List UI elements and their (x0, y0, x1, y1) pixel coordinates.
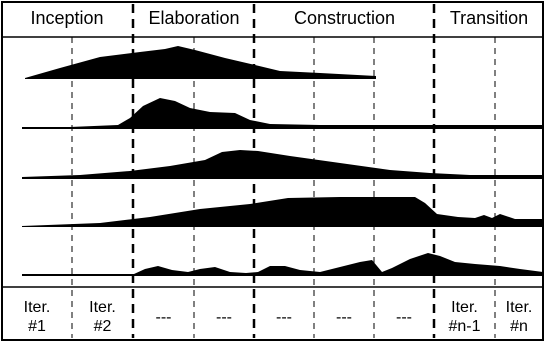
iteration-label-4: --- (194, 298, 254, 327)
iteration-label-8: Iter. #n-1 (434, 298, 495, 336)
iteration-label-7-bottom: --- (396, 309, 412, 326)
iteration-label-9-top: Iter. (505, 299, 533, 316)
phase-label-inception: Inception (30, 8, 104, 28)
iteration-label-3-top (133, 298, 194, 308)
iteration-label-7: --- (374, 298, 434, 327)
iteration-label-1-bottom: #1 (28, 318, 46, 335)
iteration-label-9-bottom: #n (510, 318, 528, 335)
iteration-label-3-bottom: --- (155, 309, 172, 326)
workflow-curve-1 (25, 46, 376, 79)
phase-label-construction: Construction (293, 8, 396, 28)
phase-label-elaboration: Elaboration (148, 8, 240, 28)
workflow-curve-5 (22, 253, 543, 276)
iteration-label-9: Iter. #n (495, 298, 543, 336)
iteration-label-2-top: Iter. (89, 299, 116, 316)
iteration-label-6-top (314, 298, 374, 308)
iteration-label-8-top: Iter. (451, 299, 478, 316)
iteration-label-3: --- (133, 298, 194, 327)
workflow-curve-2 (22, 98, 543, 129)
iteration-label-2: Iter. #2 (72, 298, 133, 336)
iteration-label-4-bottom: --- (216, 309, 232, 326)
iteration-label-1-top: Iter. (23, 299, 51, 316)
workflow-curve-3 (22, 150, 543, 179)
workflow-curve-4 (22, 197, 543, 227)
iteration-label-6: --- (314, 298, 374, 327)
iteration-label-1: Iter. #1 (2, 298, 72, 336)
iteration-label-2-bottom: #2 (93, 318, 112, 335)
iteration-label-7-top (374, 298, 434, 308)
iteration-label-8-bottom: #n-1 (448, 318, 481, 335)
iteration-label-6-bottom: --- (336, 309, 352, 326)
iteration-label-5: --- (254, 298, 314, 327)
iteration-label-5-top (254, 298, 314, 308)
iteration-label-4-top (194, 298, 254, 308)
phase-label-transition: Transition (449, 8, 529, 28)
iteration-label-5-bottom: --- (276, 309, 292, 326)
